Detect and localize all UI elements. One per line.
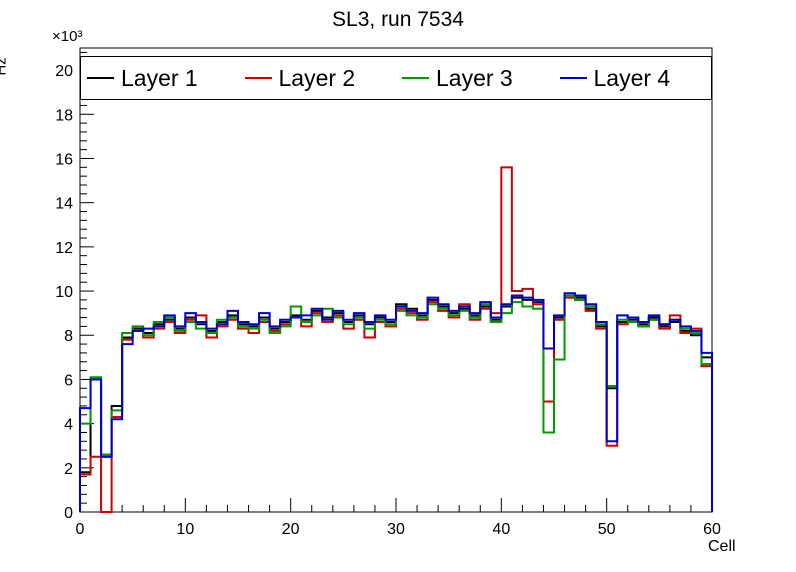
y-axis-title: Hz — [0, 57, 10, 76]
chart-title: SL3, run 7534 — [332, 8, 464, 31]
legend-label: Layer 3 — [436, 64, 513, 91]
x-tick-label: 50 — [598, 521, 616, 538]
legend-item-3: Layer 3 — [396, 65, 554, 92]
y-tick-label: 12 — [55, 240, 73, 257]
y-tick-label: 6 — [64, 372, 73, 389]
y-tick-label: 18 — [55, 107, 73, 124]
x-tick-label: 30 — [387, 521, 405, 538]
y-tick-label: 0 — [64, 505, 73, 522]
legend: Layer 1 Layer 2 Layer 3 Layer 4 — [80, 56, 712, 100]
legend-item-1: Layer 1 — [81, 65, 239, 92]
legend-line-sample — [402, 77, 429, 79]
x-axis-title: Cell — [708, 538, 736, 555]
legend-line-sample — [244, 77, 272, 79]
histogram-series-4 — [79, 292, 713, 512]
legend-label: Layer 1 — [121, 64, 198, 91]
y-tick-label: 4 — [64, 417, 73, 434]
y-tick-label: 8 — [64, 328, 73, 345]
y-tick-label: 2 — [64, 461, 73, 478]
y-tick-label: 20 — [55, 63, 73, 80]
x-tick-label: 60 — [703, 521, 721, 538]
legend-item-4: Layer 4 — [554, 65, 712, 92]
x-tick-label: 20 — [282, 521, 300, 538]
y-tick-label: 10 — [55, 284, 73, 301]
y-tick-label: 14 — [55, 196, 73, 213]
legend-line-sample — [559, 77, 587, 79]
legend-line-sample — [87, 77, 114, 79]
legend-item-2: Layer 2 — [239, 65, 397, 92]
x-tick-label: 40 — [492, 521, 510, 538]
legend-label: Layer 4 — [593, 64, 671, 91]
x-tick-label: 10 — [176, 521, 194, 538]
legend-label: Layer 2 — [278, 64, 356, 91]
y-tick-label: 16 — [55, 151, 73, 168]
x-tick-label: 0 — [76, 521, 85, 538]
y-axis-multiplier: ×10³ — [52, 28, 83, 45]
